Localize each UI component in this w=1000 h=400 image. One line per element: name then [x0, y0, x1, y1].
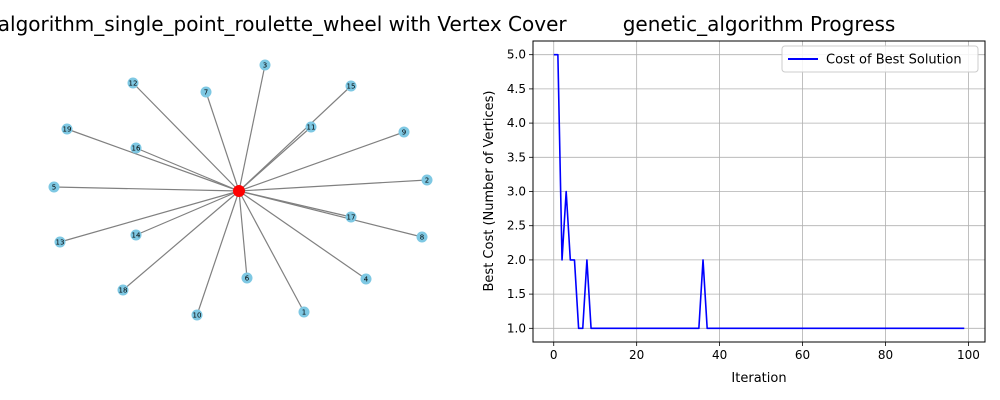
graph-edge: [59, 190, 240, 243]
graph-node: [117, 284, 129, 296]
graph-node-label: 2: [425, 177, 429, 185]
graph-node-label: 19: [63, 126, 72, 134]
graph-title: genetic_algorithm_single_point_roulette_…: [0, 12, 567, 36]
graph-node: [345, 80, 357, 92]
graph-edge: [122, 190, 240, 291]
y-axis-ticks: 1.0 1.5 2.0 2.5 3.0 3.5 4.0 4.5 5.0: [507, 48, 533, 335]
graph-node-label: 8: [420, 234, 424, 242]
graph-edge: [66, 128, 240, 192]
graph-edge: [238, 131, 405, 192]
graph-node: [48, 181, 60, 193]
y-tick-label: 1.0: [507, 321, 526, 335]
graph-center-node: [233, 185, 245, 197]
graph-node-label: 16: [132, 145, 141, 153]
graph-node-label: 7: [204, 89, 208, 97]
graph-edge: [205, 91, 240, 192]
graph-edge: [238, 190, 423, 238]
x-tick-label: 40: [712, 348, 727, 362]
y-axis-label: Best Cost (Number of Vertices): [482, 91, 497, 292]
x-tick-label: 0: [550, 348, 558, 362]
x-tick-label: 20: [629, 348, 644, 362]
graph-edge: [238, 190, 305, 313]
legend: Cost of Best Solution: [781, 45, 979, 73]
series-layer: [553, 53, 965, 330]
x-axis-ticks: 0 20 40 60 80 100: [550, 342, 980, 362]
x-axis-label: Iteration: [731, 371, 786, 386]
series-line-cost-of-best-solution: [553, 53, 965, 330]
graph-nodes: 3 7 12 15 11 19 16 9 5 2 17 13 14 8 6 4 18 1 10: [48, 59, 433, 321]
graph-node: [398, 126, 410, 138]
graph-edge: [238, 64, 266, 192]
graph-node-label: 1: [302, 309, 306, 317]
graph-node: [61, 123, 73, 135]
graph-edge: [135, 147, 240, 192]
graph-node: [130, 142, 142, 154]
graph-node-label: 10: [193, 312, 202, 320]
graph-node-label: 12: [129, 80, 138, 88]
graph-node-label: 14: [132, 232, 141, 240]
y-tick-label: 4.5: [507, 82, 526, 96]
chart-title: genetic_algorithm Progress: [623, 12, 896, 36]
legend-label: Cost of Best Solution: [826, 53, 962, 68]
x-tick-label: 60: [795, 348, 810, 362]
y-tick-label: 3.5: [507, 150, 526, 164]
chart-panel: genetic_algorithm Progress 0 20 40 60 80 100 …: [482, 12, 986, 386]
y-tick-label: 1.5: [507, 287, 526, 301]
y-tick-label: 2.5: [507, 219, 526, 233]
graph-node: [191, 309, 203, 321]
graph-node: [345, 211, 357, 223]
graph-node: [298, 306, 310, 318]
graph-node: [360, 273, 372, 285]
graph-edge: [238, 85, 352, 192]
graph-node: [130, 229, 142, 241]
graph-node: [421, 174, 433, 186]
graph-edge: [135, 190, 240, 236]
grid-lines: [533, 41, 985, 342]
graph-node-label: 17: [347, 214, 356, 222]
graph-node-label: 15: [347, 83, 356, 91]
x-tick-label: 80: [878, 348, 893, 362]
graph-node: [259, 59, 271, 71]
graph-node-label: 9: [402, 129, 406, 137]
y-tick-label: 4.0: [507, 116, 526, 130]
graph-edge: [238, 190, 248, 279]
graph-edges: [53, 64, 428, 316]
graph-node-label: 4: [364, 276, 369, 284]
graph-node: [305, 121, 317, 133]
graph-node: [416, 231, 428, 243]
graph-node: [241, 272, 253, 284]
graph-edge: [238, 179, 428, 192]
graph-edge: [196, 190, 240, 316]
legend-box: [781, 45, 979, 73]
y-tick-label: 2.0: [507, 253, 526, 267]
y-tick-label: 5.0: [507, 48, 526, 62]
graph-node-label: 11: [307, 124, 316, 132]
graph-edge: [238, 126, 312, 192]
graph-node-label: 3: [263, 62, 267, 70]
graph-edge: [53, 186, 240, 192]
graph-node-label: 13: [56, 239, 65, 247]
y-tick-label: 3.0: [507, 185, 526, 199]
x-tick-label: 100: [957, 348, 980, 362]
graph-edge: [132, 82, 240, 192]
graph-node-label: 18: [119, 287, 128, 295]
graph-node: [200, 86, 212, 98]
graph-edge: [238, 190, 367, 280]
graph-node: [127, 77, 139, 89]
graph-node-label: 5: [52, 184, 56, 192]
graph-panel: genetic_algorithm_single_point_roulette_…: [0, 12, 567, 321]
graph-node-label: 6: [245, 275, 250, 283]
graph-node: [54, 236, 66, 248]
